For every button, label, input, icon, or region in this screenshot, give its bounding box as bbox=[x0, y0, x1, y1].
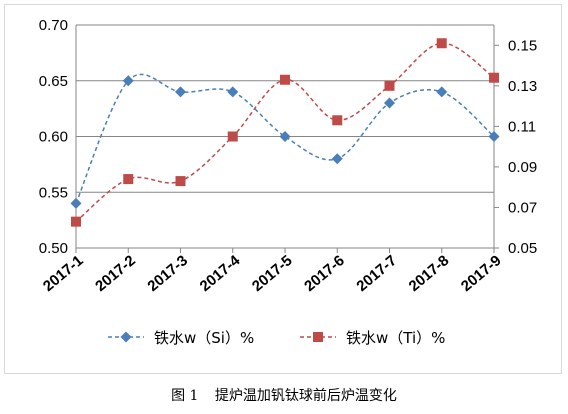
series-1-point bbox=[70, 197, 82, 209]
x-tick-label: 2017-2 bbox=[92, 252, 139, 295]
y-left-tick-label: 0.70 bbox=[39, 17, 68, 34]
series-2-point bbox=[436, 38, 447, 49]
figure-number: 图 1 bbox=[171, 388, 199, 404]
x-tick-label: 2017-6 bbox=[301, 252, 348, 295]
x-tick-label: 2017-7 bbox=[353, 252, 400, 295]
x-tick-label: 2017-9 bbox=[458, 252, 505, 295]
x-tick-label: 2017-3 bbox=[144, 252, 191, 295]
y-left-tick-label: 0.65 bbox=[39, 73, 68, 90]
y-right-tick-label: 0.11 bbox=[508, 118, 536, 135]
x-tick-label: 2017-8 bbox=[406, 252, 453, 295]
series-1-point bbox=[488, 131, 500, 142]
series-1-point bbox=[384, 97, 395, 109]
x-tick-label: 2017-4 bbox=[197, 252, 244, 295]
series-1-point bbox=[279, 131, 291, 142]
series-2-point bbox=[71, 216, 81, 227]
y-right-tick-label: 0.09 bbox=[508, 159, 537, 176]
series-1-point bbox=[331, 153, 343, 165]
series-2-point bbox=[384, 80, 395, 91]
y-left-tick-label: 0.50 bbox=[39, 240, 68, 257]
dual-axis-line-chart: 0.50 0.55 0.60 0.65 0.70 0.05 0.07 0.09 0.11 0.13… bbox=[39, 17, 537, 347]
series-2-point bbox=[489, 72, 499, 83]
x-tick-label: 2017-5 bbox=[249, 252, 296, 295]
chart-frame bbox=[4, 4, 562, 374]
legend-2-label: 铁水w（Ti）% bbox=[346, 329, 445, 347]
legend-2-marker bbox=[313, 332, 323, 342]
figure-title: 提炉温加钒钛球前后炉温变化 bbox=[214, 388, 397, 404]
y-right-tick-label: 0.05 bbox=[508, 240, 537, 257]
y-left-tick-label: 0.60 bbox=[39, 129, 68, 146]
series-1-point bbox=[436, 86, 448, 98]
y-left-tick-label: 0.55 bbox=[39, 184, 68, 201]
legend-1-marker bbox=[120, 331, 132, 343]
series-2-point bbox=[332, 115, 343, 126]
y-right-tick-label: 0.07 bbox=[508, 199, 537, 216]
x-tick-label: 2017-1 bbox=[40, 252, 87, 295]
series-2-point bbox=[227, 131, 238, 142]
series-2-point bbox=[175, 176, 186, 187]
series-1-point bbox=[175, 86, 186, 98]
series-1-point bbox=[227, 86, 239, 98]
series-2-point bbox=[123, 174, 134, 185]
legend-1-label: 铁水w（Si）% bbox=[154, 329, 254, 347]
figure-caption: 图 1 提炉温加钒钛球前后炉温变化 bbox=[0, 385, 568, 405]
series-2-point bbox=[280, 74, 290, 85]
y-right-tick-label: 0.13 bbox=[508, 78, 537, 95]
series-1-point bbox=[122, 75, 134, 87]
y-right-tick-label: 0.15 bbox=[508, 37, 537, 54]
